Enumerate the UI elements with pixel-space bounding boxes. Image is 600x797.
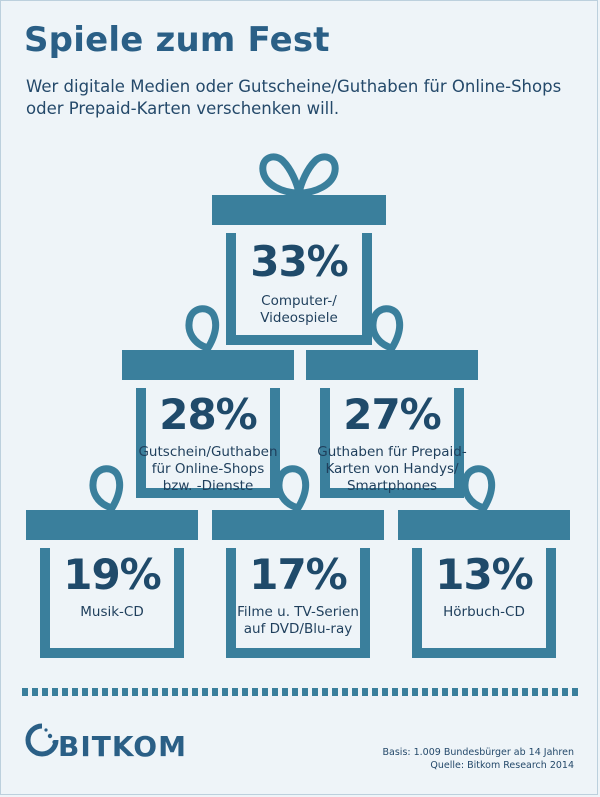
gift-lid	[122, 350, 294, 380]
category-label: Guthaben für Prepaid- Karten von Handys/…	[317, 444, 467, 494]
divider	[22, 688, 578, 696]
gift-lid	[306, 350, 478, 380]
gift-box: 19% Musik-CD	[26, 465, 198, 658]
gift-box: 33% Computer-/ Videospiele	[212, 153, 386, 345]
value-label: 19%	[63, 550, 162, 599]
category-label: Hörbuch-CD	[443, 604, 525, 620]
page-title: Spiele zum Fest	[24, 20, 330, 60]
gift-body	[136, 388, 280, 498]
value-label: 27%	[343, 390, 442, 439]
bitkom-logo-icon	[25, 723, 59, 757]
footer-basis: Basis: 1.009 Bundesbürger ab 14 Jahren	[382, 747, 574, 758]
category-label: Gutschein/Guthaben für Online-Shops bzw.…	[138, 444, 278, 494]
footer-source: Quelle: Bitkom Research 2014	[430, 760, 574, 771]
value-label: 13%	[435, 550, 534, 599]
category-label: Computer-/ Videospiele	[260, 293, 338, 326]
gift-body	[320, 388, 464, 498]
gift-box: 13% Hörbuch-CD	[398, 465, 570, 658]
gift-body	[412, 548, 556, 658]
gift-box: 28% Gutschein/Guthaben für Online-Shops b…	[122, 305, 294, 498]
value-label: 28%	[159, 390, 258, 439]
gift-body	[226, 548, 370, 658]
gift-lid	[26, 510, 198, 540]
gift-box: 27% Guthaben für Prepaid- Karten von Hand…	[306, 305, 478, 498]
gift-lid	[398, 510, 570, 540]
page-subtitle: Wer digitale Medien oder Gutscheine/Guth…	[26, 77, 562, 118]
gift-body	[226, 233, 372, 345]
value-label: 17%	[249, 550, 348, 599]
category-label: Musik-CD	[80, 604, 144, 620]
gift-body	[40, 548, 184, 658]
gift-lid	[212, 195, 386, 225]
bitkom-logo-text: BITKOM	[58, 730, 187, 763]
value-label: 33%	[250, 237, 349, 286]
category-label: Filme u. TV-Serien auf DVD/Blu-ray	[237, 604, 359, 637]
gift-lid	[212, 510, 384, 540]
gift-box: 17% Filme u. TV-Serien auf DVD/Blu-ray	[212, 465, 384, 658]
footer: Basis: 1.009 Bundesbürger ab 14 Jahren Q…	[383, 746, 574, 772]
